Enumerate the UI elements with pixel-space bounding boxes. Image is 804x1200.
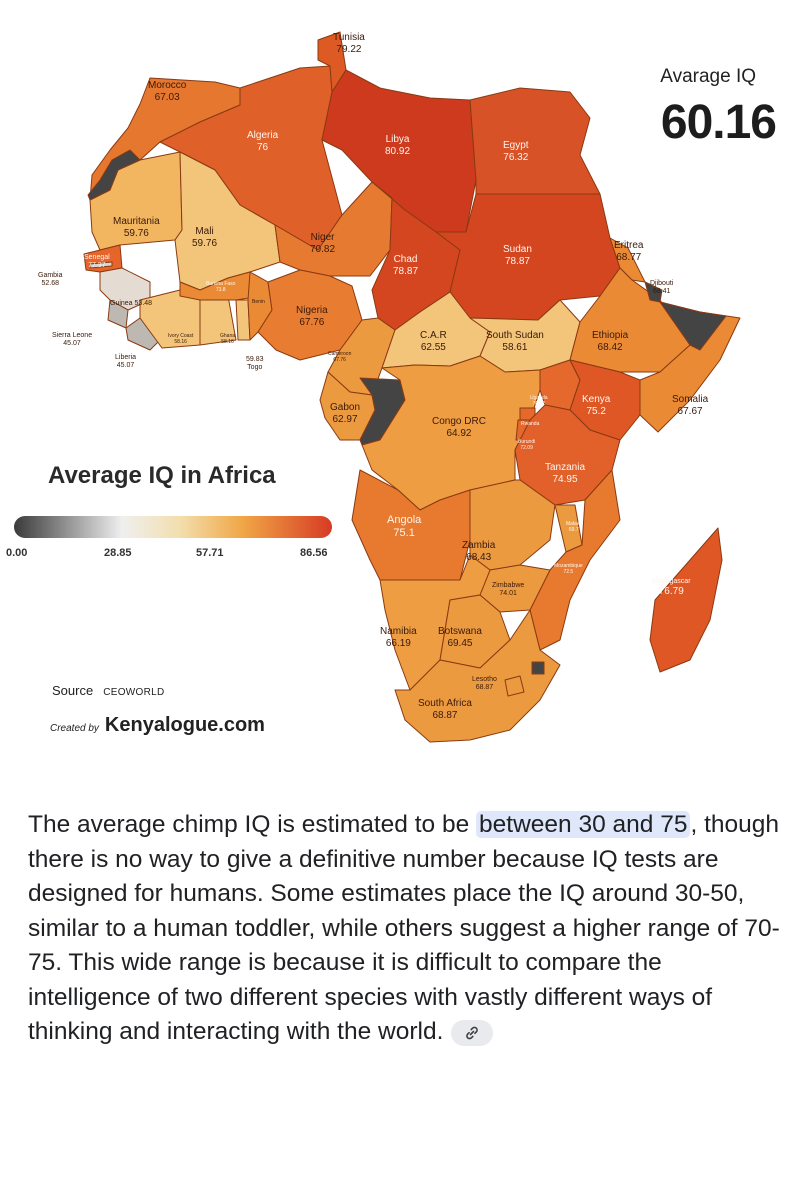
link-chip-button[interactable] [451,1019,494,1046]
label-malawi: Malawi 69.7 [566,521,582,533]
label-nigeria: Nigeria 67.76 [296,305,328,328]
region-somaliland-unmapped [659,301,727,351]
region-liberia [125,317,161,351]
label-tanzania: Tanzania 74.95 [545,462,586,485]
region-eswatini [531,661,545,675]
region-egypt [469,87,601,195]
region-zambia [469,479,556,571]
label-libya: Libya 80.92 [385,134,411,157]
label-zambia: Zambia 68.43 [462,540,496,563]
average-iq-value: 60.16 [660,96,777,149]
label-zimbabwe: Zimbabwe 74.01 [492,582,525,598]
answer-text: The average chimp IQ is estimated to be … [28,808,788,1050]
label-kenya: Kenya 75.2 [582,394,611,417]
region-guinea [99,267,151,311]
legend-color-scale [14,516,332,538]
label-burundi: Burundi 72.09 [518,439,536,451]
legend-tick: 28.85 [104,547,132,559]
label-congo-drc: Congo DRC 64.92 [432,416,486,439]
label-togo: 59.83 Togo [246,356,264,372]
created-by-label: Created by [50,723,99,734]
label-egypt: Egypt 76.32 [503,140,529,163]
legend-tick: 86.56 [300,547,328,559]
label-mozambique: Mozambique 72.5 [554,563,583,575]
label-ivory-coast: Ivory Coast 58.16 [168,333,194,345]
label-car: C.A.R 62.55 [420,330,447,353]
label-cameroon: Cameroon 67.76 [328,351,352,363]
link-icon [466,1026,479,1039]
answer-text-start: The average chimp IQ is estimated to be [28,811,477,838]
region-somalia [639,301,741,433]
label-niger: Niger 70.82 [310,232,336,255]
label-mali: Mali 59.76 [192,226,218,249]
legend-tick: 0.00 [6,547,28,559]
label-ethiopia: Ethiopia 68.42 [592,330,629,353]
label-somalia: Somalia 67.67 [672,394,709,417]
label-sudan: Sudan 78.87 [503,244,532,267]
label-morocco: Morocco 67.03 [148,80,187,103]
answer-text-rest: , though there is no way to give a defin… [28,811,780,1045]
source-credit: Source CEOWORLD [52,683,165,698]
label-djibouti: Djibouti 68.41 [650,280,674,296]
label-burkina-faso: Burkina Faso 73.8 [206,281,236,293]
label-angola: Angola 75.1 [387,514,422,539]
region-madagascar [649,527,723,673]
label-chad: Chad 78.87 [393,254,419,277]
source-label: Source [52,683,94,698]
africa-map [83,31,741,743]
label-guinea: Guinea 53.48 [110,300,153,307]
label-liberia: Liberia 45.07 [115,354,137,370]
created-by-credit: Created by Kenyalogue.com [50,714,265,737]
answer-highlight[interactable]: between 30 and 75 [476,811,691,838]
average-iq-label: Avarage IQ [660,66,756,87]
region-western-sahara [87,149,141,201]
legend-tick: 57.71 [196,547,224,559]
region-mozambique [529,469,621,651]
label-gabon: Gabon 62.97 [330,402,361,425]
label-gambia: Gambia 52.68 [38,272,63,288]
label-south-africa: South Africa 68.87 [418,698,472,721]
label-mauritania: Mauritania 59.76 [113,216,160,239]
label-madagascar: Madagascar 76.79 [652,578,691,598]
region-eritrea [609,237,646,283]
created-by-site: Kenyalogue.com [104,714,265,736]
source-value: CEOWORLD [103,687,165,698]
label-sierra-leone: Sierra Leone 45.07 [52,332,93,348]
label-eritrea: Eritrea 68.77 [614,240,644,263]
label-botswana: Botswana 69.45 [438,626,482,649]
label-ghana: Ghana 58.16 [220,333,236,345]
label-algeria: Algeria 76 [247,130,279,153]
map-panel: Avarage IQ 60.16 Tunisia 79.22 Morocco 67.… [6,31,778,743]
label-rwanda: Rwanda [521,421,540,427]
label-south-sudan: South Sudan 58.61 [486,330,544,353]
label-uganda: Uganda 76.42 [530,395,548,407]
region-gambia [89,261,113,269]
region-south-africa [394,609,561,743]
label-senegal: Senegal 77.37 [84,254,110,270]
legend-title: Average IQ in Africa [48,462,276,489]
label-benin: Benin [252,299,265,305]
label-tunisia: Tunisia 79.22 [333,32,365,55]
label-lesotho: Lesotho 68.87 [472,676,497,692]
region-lesotho [504,675,525,697]
label-namibia: Namibia 66.19 [380,626,417,649]
